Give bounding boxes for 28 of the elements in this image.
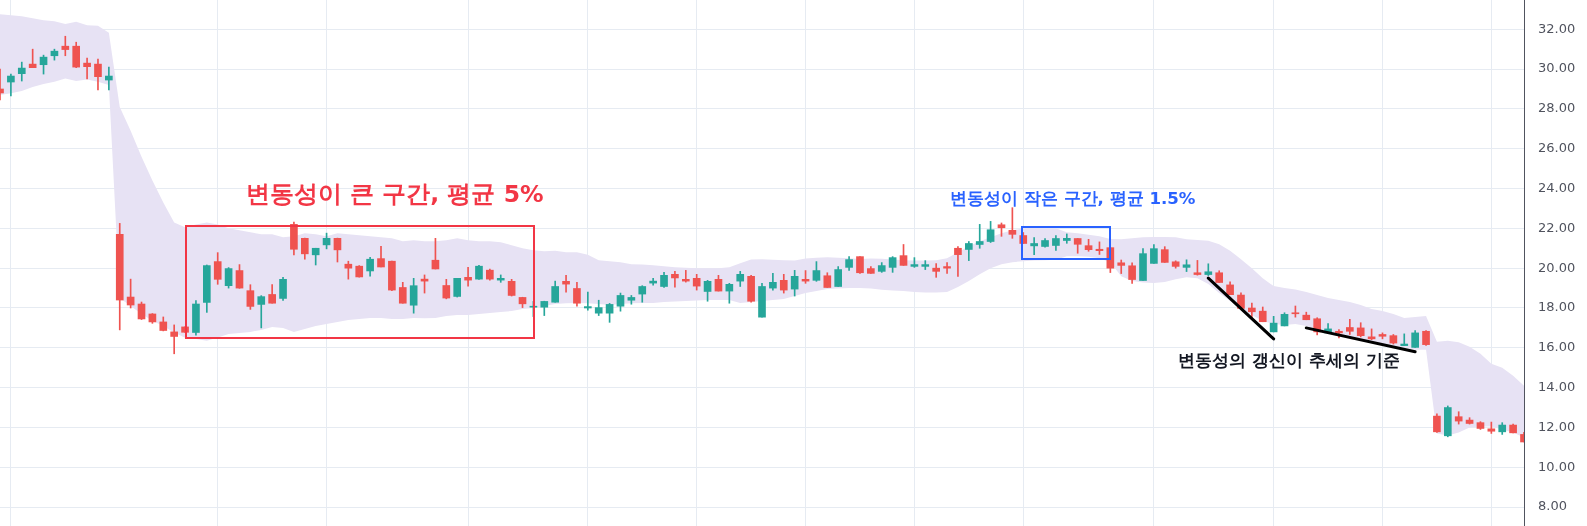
y-tick-label: 22.00 [1538,219,1576,235]
candlestick [954,246,962,277]
annotation: 변동성이 큰 구간, 평균 5% [246,180,544,209]
annotation: 변동성이 작은 구간, 평균 1.5% [950,189,1196,209]
candlestick [943,262,951,274]
candlestick [562,275,570,293]
y-tick-label: 18.00 [1538,299,1576,315]
y-tick-label: 20.00 [1538,259,1576,275]
y-tick-label: 32.00 [1538,20,1576,36]
y-tick-label: 14.00 [1538,379,1576,395]
y-tick-label: 12.00 [1538,418,1576,434]
y-tick-label: 8.00 [1538,498,1567,514]
candlestick [975,224,984,249]
y-tick-label: 30.00 [1538,60,1576,76]
candlestick [932,263,940,278]
y-tick-label: 24.00 [1538,179,1576,195]
y-tick-label: 16.00 [1538,339,1576,355]
candlestick [464,267,472,287]
candlestick [170,324,178,355]
candlestick [584,291,592,311]
y-tick-label: 26.00 [1538,140,1576,156]
candlestick [83,57,91,80]
annotation: 변동성의 갱신이 추세의 기준 [1178,350,1400,371]
candlestick [1400,333,1409,346]
candlestick [1030,237,1038,255]
candlestick [61,35,70,57]
y-tick-label: 28.00 [1538,100,1576,116]
y-tick-label: 10.00 [1538,458,1576,474]
